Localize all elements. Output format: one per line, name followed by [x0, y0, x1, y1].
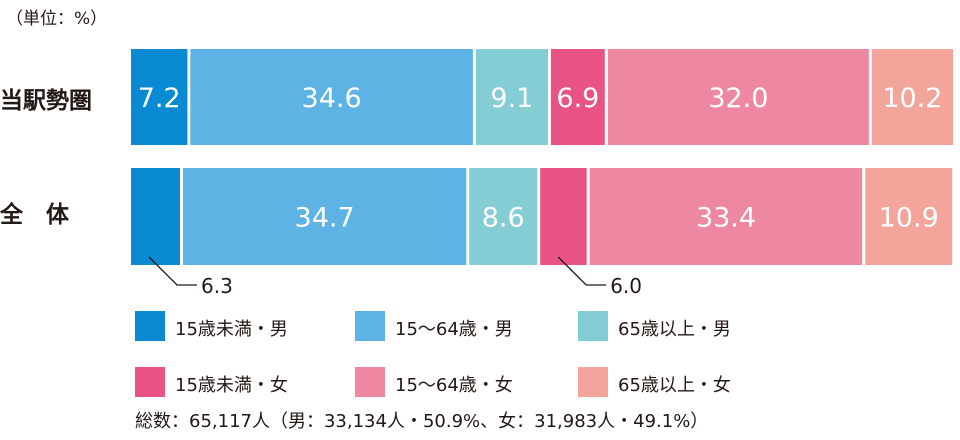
value-label-r0-s4: 32.0	[708, 83, 768, 114]
value-label-r0-s3: 6.9	[556, 83, 599, 114]
bar-segment-r0-s1	[190, 49, 473, 145]
callout-line-r1-s3	[557, 256, 607, 286]
bar-segment-r0-s0	[131, 49, 188, 145]
value-label-r0-s2: 9.1	[490, 83, 533, 114]
row-label-total: 全 体	[0, 202, 69, 228]
legend-label-3: 15歳未満・女	[175, 375, 288, 396]
callout-label-r1-s0: 6.3	[201, 274, 233, 298]
bar-segment-r1-s5	[865, 168, 953, 265]
bar-segment-r1-s2	[469, 168, 538, 265]
value-label-r1-s2: 8.6	[482, 203, 525, 234]
value-label-r0-s1: 34.6	[302, 83, 362, 114]
bar-segment-r1-s1	[183, 168, 467, 265]
callout-label-r1-s3: 6.0	[610, 274, 642, 298]
value-label-r0-s0: 7.2	[138, 83, 181, 114]
legend-label-1: 15〜64歳・男	[395, 319, 513, 340]
value-label-r1-s4: 33.4	[696, 203, 756, 234]
bar-segment-r1-s0	[131, 168, 180, 265]
legend-swatch-4	[355, 367, 385, 397]
bar-segment-r0-s2	[475, 49, 548, 145]
legend-label-2: 65歳以上・男	[618, 319, 731, 340]
value-label-r1-s1: 34.7	[295, 203, 355, 234]
bar-segment-r1-s3	[540, 168, 587, 265]
bar-segment-r0-s4	[607, 49, 869, 145]
legend-swatch-5	[578, 367, 608, 397]
legend-swatch-2	[578, 311, 608, 341]
legend-label-4: 15〜64歳・女	[395, 375, 513, 396]
legend-label-0: 15歳未満・男	[175, 319, 288, 340]
bar-segment-r0-s5	[871, 49, 954, 145]
callout-line-r1-s0	[148, 256, 197, 286]
legend-swatch-1	[355, 311, 385, 341]
value-label-r0-s5: 10.2	[882, 83, 942, 114]
total-population-label: 総数：65,117人（男：33,134人・50.9%、女：31,983人・49.…	[135, 411, 709, 432]
legend-swatch-3	[135, 367, 165, 397]
row-label-station: 当駅勢圏	[0, 88, 92, 114]
bar-segment-r0-s3	[550, 49, 605, 145]
unit-label: （単位：%）	[6, 9, 108, 29]
legend-label-5: 65歳以上・女	[618, 375, 731, 396]
value-label-r1-s5: 10.9	[879, 203, 939, 234]
legend-swatch-0	[135, 311, 165, 341]
bar-segment-r1-s4	[589, 168, 863, 265]
